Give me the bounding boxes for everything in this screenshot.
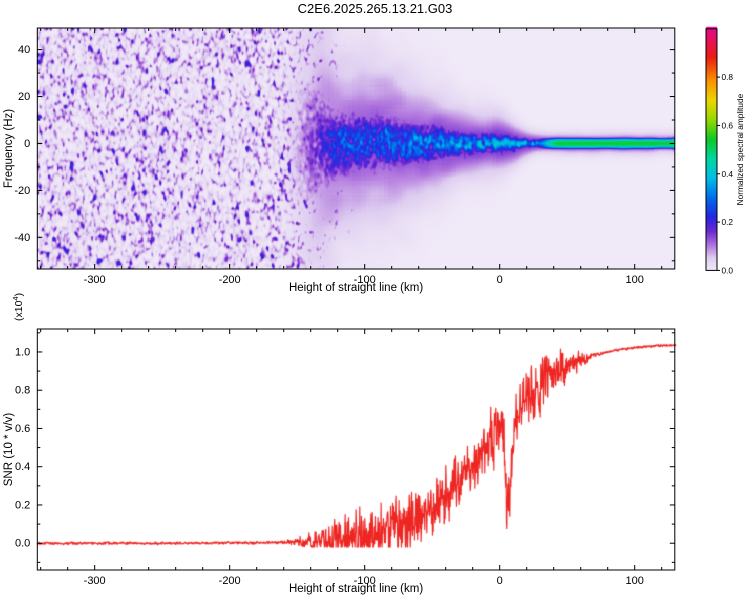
svg-text:-200: -200 [219,274,241,286]
svg-text:Normalized spectral amplitude: Normalized spectral amplitude [735,93,745,205]
svg-text:0.0: 0.0 [15,538,30,550]
svg-text:Height of straight line (km): Height of straight line (km) [289,282,423,294]
svg-text:0.6: 0.6 [722,120,734,130]
svg-text:0: 0 [497,575,503,587]
svg-text:0.8: 0.8 [722,72,734,82]
svg-text:-20: -20 [14,185,30,197]
svg-text:0: 0 [497,274,503,286]
svg-text:0.8: 0.8 [15,385,30,397]
svg-text:SNR (10 * v/v): SNR (10 * v/v) [3,413,15,487]
svg-text:0: 0 [24,138,30,150]
svg-text:C2E6.2025.265.13.21.G03: C2E6.2025.265.13.21.G03 [298,1,453,16]
svg-text:0.2: 0.2 [722,217,734,227]
svg-text:20: 20 [18,91,30,103]
svg-text:Height of straight line (km): Height of straight line (km) [289,583,423,595]
svg-text:-300: -300 [84,274,106,286]
svg-text:100: 100 [626,575,644,587]
svg-text:-300: -300 [84,575,106,587]
svg-text:0.6: 0.6 [15,423,30,435]
svg-text:Frequency (Hz): Frequency (Hz) [3,109,15,188]
svg-text:0.4: 0.4 [15,461,30,473]
svg-text:0.4: 0.4 [722,169,734,179]
svg-text:(x104): (x104) [11,293,26,321]
svg-text:0.2: 0.2 [15,499,30,511]
svg-text:0.0: 0.0 [722,265,734,275]
svg-text:40: 40 [18,44,30,56]
svg-text:100: 100 [626,274,644,286]
svg-text:1.0: 1.0 [15,346,30,358]
svg-text:-40: -40 [14,232,30,244]
svg-text:-200: -200 [219,575,241,587]
